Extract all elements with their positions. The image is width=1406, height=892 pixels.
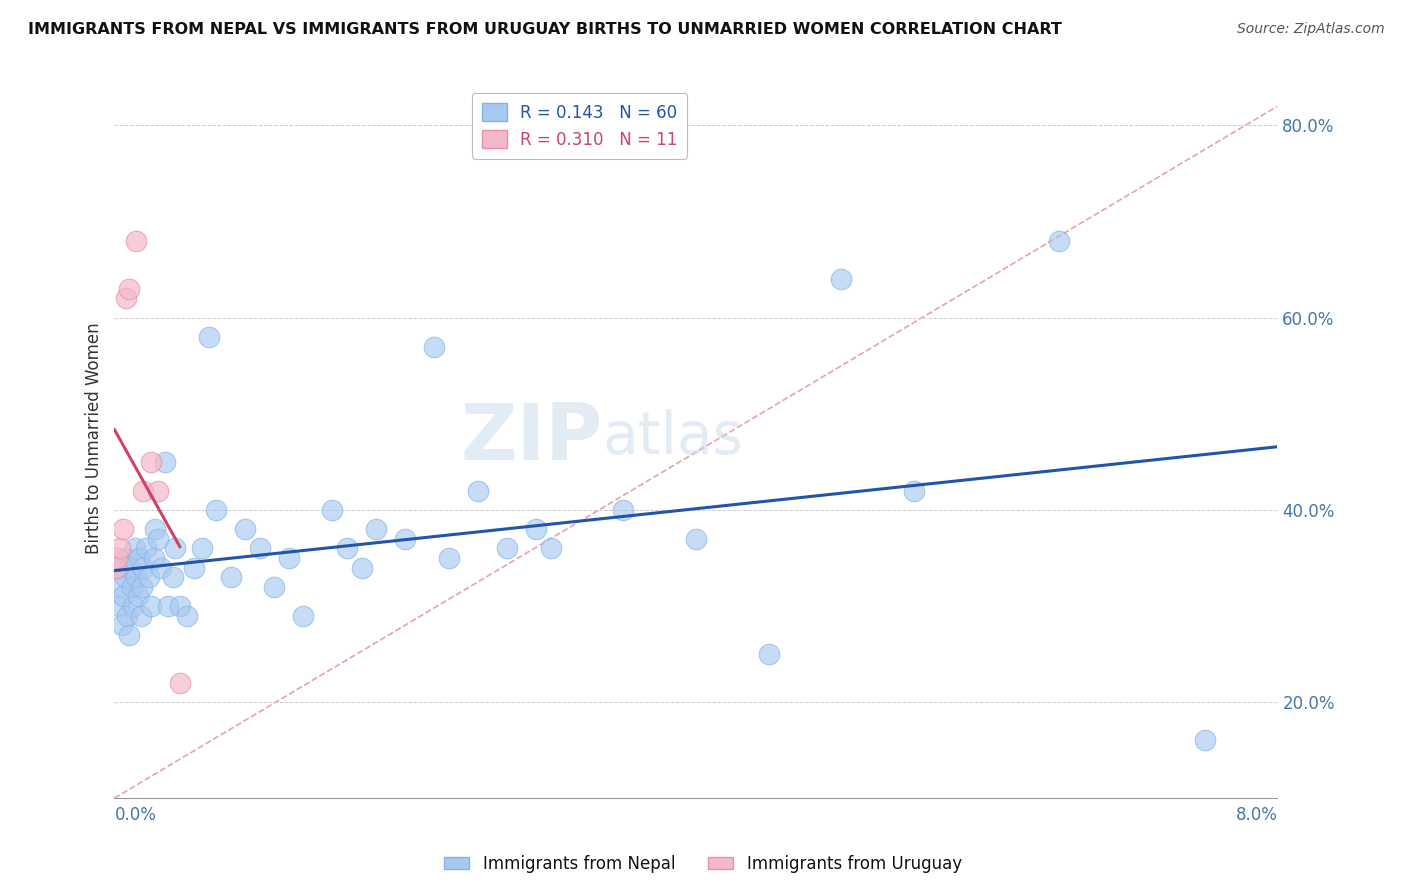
Point <box>146 532 169 546</box>
Text: IMMIGRANTS FROM NEPAL VS IMMIGRANTS FROM URUGUAY BIRTHS TO UNMARRIED WOMEN CORRE: IMMIGRANTS FROM NEPAL VS IMMIGRANTS FROM… <box>28 22 1062 37</box>
Point <box>496 541 519 556</box>
Point <box>350 560 373 574</box>
Point <box>157 599 180 613</box>
Point <box>190 541 212 556</box>
Legend: Immigrants from Nepal, Immigrants from Uruguay: Immigrants from Nepal, Immigrants from U… <box>437 848 969 880</box>
Point <box>183 560 205 574</box>
Point <box>524 522 547 536</box>
Point <box>105 560 128 574</box>
Point <box>139 455 162 469</box>
Text: Source: ZipAtlas.com: Source: ZipAtlas.com <box>1237 22 1385 37</box>
Point <box>155 455 177 469</box>
Point <box>131 580 153 594</box>
Point <box>249 541 271 556</box>
Point <box>292 608 315 623</box>
Point <box>139 599 162 613</box>
Point <box>830 272 852 286</box>
Point <box>394 532 416 546</box>
Point <box>176 608 198 623</box>
Point <box>105 550 128 565</box>
Point <box>612 503 634 517</box>
Point <box>129 608 152 623</box>
Point <box>117 608 139 623</box>
Point <box>112 590 135 604</box>
Point <box>107 599 129 613</box>
Point <box>120 560 142 574</box>
Point <box>114 570 136 584</box>
Point <box>169 676 191 690</box>
Point <box>685 532 707 546</box>
Point <box>111 618 134 632</box>
Point <box>1047 234 1070 248</box>
Point <box>135 541 157 556</box>
Point <box>121 580 143 594</box>
Point <box>758 647 780 661</box>
Legend: R = 0.143   N = 60, R = 0.310   N = 11: R = 0.143 N = 60, R = 0.310 N = 11 <box>472 93 688 159</box>
Text: 8.0%: 8.0% <box>1236 805 1278 824</box>
Point <box>165 541 187 556</box>
Point <box>124 541 146 556</box>
Point <box>142 550 165 565</box>
Text: ZIP: ZIP <box>461 400 603 475</box>
Point <box>132 483 155 498</box>
Point <box>122 599 145 613</box>
Text: 0.0%: 0.0% <box>114 805 156 824</box>
Point <box>115 550 138 565</box>
Text: atlas: atlas <box>603 409 744 467</box>
Point <box>127 590 149 604</box>
Point <box>110 541 132 556</box>
Point <box>118 628 141 642</box>
Y-axis label: Births to Unmarried Women: Births to Unmarried Women <box>86 322 103 554</box>
Point <box>132 560 155 574</box>
Point <box>205 503 228 517</box>
Point <box>277 550 299 565</box>
Point <box>467 483 489 498</box>
Point <box>118 282 141 296</box>
Point <box>423 339 446 353</box>
Point <box>233 522 256 536</box>
Point <box>336 541 359 556</box>
Point <box>149 560 172 574</box>
Point <box>219 570 242 584</box>
Point <box>146 483 169 498</box>
Point <box>169 599 191 613</box>
Point <box>143 522 166 536</box>
Point <box>162 570 184 584</box>
Point <box>321 503 343 517</box>
Point <box>110 580 132 594</box>
Point <box>198 330 221 344</box>
Point <box>437 550 460 565</box>
Point <box>104 560 127 574</box>
Point <box>263 580 285 594</box>
Point <box>903 483 925 498</box>
Point <box>540 541 562 556</box>
Point <box>1194 733 1216 747</box>
Point <box>125 570 148 584</box>
Point <box>125 234 148 248</box>
Point <box>128 550 150 565</box>
Point <box>112 522 135 536</box>
Point <box>138 570 160 584</box>
Point <box>115 292 138 306</box>
Point <box>364 522 387 536</box>
